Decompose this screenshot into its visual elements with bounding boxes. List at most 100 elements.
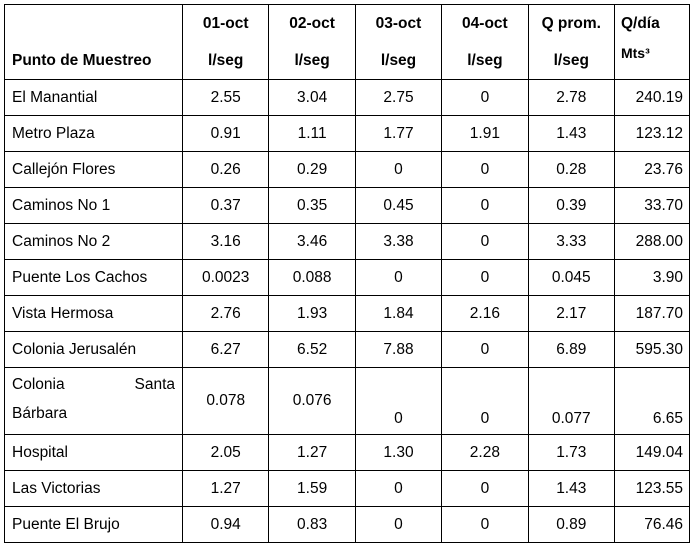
cell: 123.55 [613, 470, 691, 507]
table-row: Caminos No 1 0.37 0.35 0.45 0 0.39 33.70 [3, 187, 691, 224]
table-row: Hospital 2.05 1.27 1.30 2.28 1.73 149.04 [3, 434, 691, 471]
table-row: El Manantial 2.55 3.04 2.75 0 2.78 240.1… [3, 79, 691, 116]
cell: 7.88 [354, 331, 443, 368]
table-row: Callejón Flores 0.26 0.29 0 0 0.28 23.76 [3, 151, 691, 188]
cell: 6.89 [527, 331, 615, 368]
cell: 288.00 [613, 223, 691, 260]
row-name: El Manantial [3, 79, 184, 116]
row-name: Colonia Santa Bárbara [3, 367, 184, 435]
cell: 149.04 [613, 434, 691, 471]
cell: 0.29 [268, 151, 356, 188]
cell: 3.33 [527, 223, 615, 260]
cell: 0 [441, 259, 529, 296]
row-name: Puente El Brujo [3, 506, 184, 543]
header-col-5: Q prom. l/seg [527, 4, 615, 80]
table-row: Metro Plaza 0.91 1.11 1.77 1.91 1.43 123… [3, 115, 691, 152]
table-row: Colonia Santa Bárbara 0.078 0.076 0 0 0.0… [3, 367, 691, 435]
cell: 0.0023 [182, 259, 270, 296]
cell: 0.89 [527, 506, 615, 543]
row-name: Colonia Jerusalén [3, 331, 184, 368]
cell: 0 [441, 223, 529, 260]
cell: 2.55 [182, 79, 270, 116]
row-name: Las Victorias [3, 470, 184, 507]
cell: 0 [441, 506, 529, 543]
cell: 3.38 [354, 223, 443, 260]
cell: 3.04 [268, 79, 356, 116]
cell: 1.59 [268, 470, 356, 507]
cell: 0 [354, 470, 443, 507]
cell: 0.045 [527, 259, 615, 296]
header-col-4: 04-oct l/seg [441, 4, 529, 80]
cell: 1.93 [268, 295, 356, 332]
flow-measurements-table: Punto de Muestreo 01-oct l/seg 02-oct l/se… [3, 4, 691, 543]
cell: 595.30 [613, 331, 691, 368]
cell: 0 [441, 151, 529, 188]
cell: 6.52 [268, 331, 356, 368]
row-name: Hospital [3, 434, 184, 471]
cell: 1.84 [354, 295, 443, 332]
cell: 0 [441, 187, 529, 224]
cell: 76.46 [613, 506, 691, 543]
cell: 1.27 [182, 470, 270, 507]
cell: 6.65 [613, 367, 691, 435]
cell: 1.27 [268, 434, 356, 471]
cell: 3.90 [613, 259, 691, 296]
header-col-2: 02-oct l/seg [268, 4, 356, 80]
table-row: Puente Los Cachos 0.0023 0.088 0 0 0.045… [3, 259, 691, 296]
cell: 1.91 [441, 115, 529, 152]
cell: 2.17 [527, 295, 615, 332]
cell: 6.27 [182, 331, 270, 368]
cell: 0.91 [182, 115, 270, 152]
cell: 2.28 [441, 434, 529, 471]
cell: 3.46 [268, 223, 356, 260]
row-name: Vista Hermosa [3, 295, 184, 332]
cell: 0 [354, 151, 443, 188]
header-sampling-point: Punto de Muestreo [3, 4, 184, 80]
row-name: Puente Los Cachos [3, 259, 184, 296]
table-row: Colonia Jerusalén 6.27 6.52 7.88 0 6.89 … [3, 331, 691, 368]
cell: 0 [354, 259, 443, 296]
cell: 1.77 [354, 115, 443, 152]
cell: 0 [354, 367, 443, 435]
cell: 0.26 [182, 151, 270, 188]
row-name: Caminos No 2 [3, 223, 184, 260]
row-name: Caminos No 1 [3, 187, 184, 224]
cell: 33.70 [613, 187, 691, 224]
cell: 2.76 [182, 295, 270, 332]
cell: 0 [441, 79, 529, 116]
header-col-3: 03-oct l/seg [354, 4, 443, 80]
cell: 187.70 [613, 295, 691, 332]
cell: 23.76 [613, 151, 691, 188]
cell: 3.16 [182, 223, 270, 260]
cell: 1.43 [527, 115, 615, 152]
cell: 0.83 [268, 506, 356, 543]
cell: 0.94 [182, 506, 270, 543]
cell: 1.30 [354, 434, 443, 471]
cell: 0.39 [527, 187, 615, 224]
cell: 240.19 [613, 79, 691, 116]
cell: 1.11 [268, 115, 356, 152]
cell: 0.45 [354, 187, 443, 224]
row-name: Callejón Flores [3, 151, 184, 188]
cell: 1.43 [527, 470, 615, 507]
table-row: Vista Hermosa 2.76 1.93 1.84 2.16 2.17 1… [3, 295, 691, 332]
cell: 0 [441, 367, 529, 435]
cell: 1.73 [527, 434, 615, 471]
table-row: Caminos No 2 3.16 3.46 3.38 0 3.33 288.0… [3, 223, 691, 260]
cell: 0.077 [527, 367, 615, 435]
cell: 2.75 [354, 79, 443, 116]
cell: 2.78 [527, 79, 615, 116]
header-col-6: Q/día Mts³ [613, 4, 691, 80]
cell: 0.088 [268, 259, 356, 296]
cell: 0 [441, 331, 529, 368]
cell: 0.35 [268, 187, 356, 224]
cell: 0.28 [527, 151, 615, 188]
table-row: Las Victorias 1.27 1.59 0 0 1.43 123.55 [3, 470, 691, 507]
table-header-row: Punto de Muestreo 01-oct l/seg 02-oct l/se… [3, 4, 691, 80]
cell: 2.16 [441, 295, 529, 332]
header-col-1: 01-oct l/seg [182, 4, 270, 80]
row-name: Metro Plaza [3, 115, 184, 152]
cell: 0.37 [182, 187, 270, 224]
cell: 123.12 [613, 115, 691, 152]
cell: 2.05 [182, 434, 270, 471]
